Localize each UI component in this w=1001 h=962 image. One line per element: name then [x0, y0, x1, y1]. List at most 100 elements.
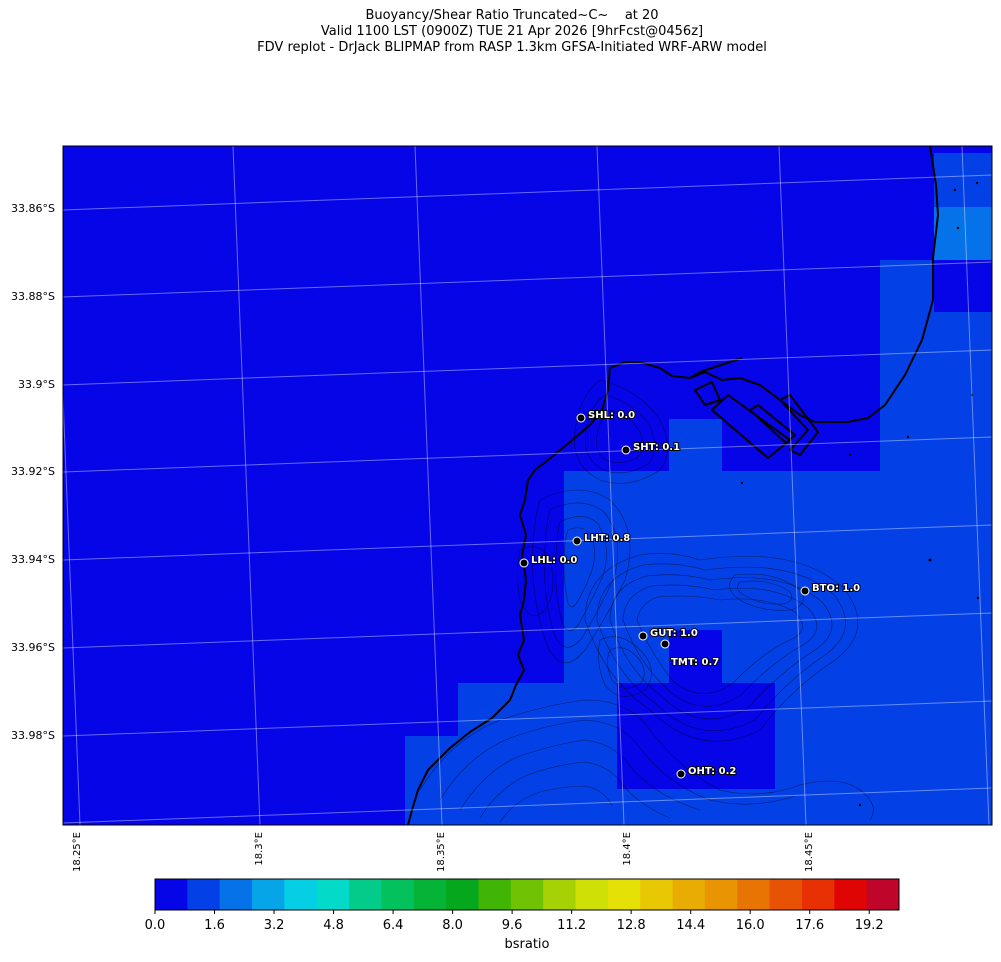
lat-label: 33.86°S: [11, 202, 55, 215]
longitude-labels: 18.25°E 18.3°E 18.35°E 18.4°E 18.45°E: [72, 832, 815, 872]
title-line-1: Buoyancy/Shear Ratio Truncated~C~ at 20: [365, 8, 659, 23]
station-marker: [519, 558, 529, 568]
colorbar-tick-label: 19.2: [855, 918, 884, 933]
station-marker: [676, 769, 686, 779]
colorbar-tick-label: 3.2: [264, 918, 285, 933]
title-line-3: FDV replot - DrJack BLIPMAP from RASP 1.…: [257, 40, 767, 55]
station-tmt[interactable]: TMT: 0.7: [660, 639, 720, 669]
colorbar-swatch: [446, 879, 479, 910]
colorbar-swatch: [381, 879, 415, 910]
stations: SHL: 0.0 SHT: 0.1 LHT: 0.8 LHL: 0.0 BTO:…: [519, 409, 861, 779]
colorbar-tick-label: 8.0: [442, 918, 463, 933]
colorbar: [154, 878, 900, 911]
colorbar-swatch: [219, 879, 253, 910]
station-label: LHL: 0.0: [531, 555, 577, 566]
title-line-2: Valid 1100 LST (0900Z) TUE 21 Apr 2026 […: [320, 24, 704, 39]
station-marker: [638, 631, 648, 641]
colorbar-swatch: [155, 879, 188, 910]
station-label: LHT: 0.8: [584, 533, 630, 544]
colorbar-swatch: [607, 879, 641, 910]
lon-label: 18.45°E: [804, 832, 815, 872]
colorbar-tick-label: 9.6: [502, 918, 523, 933]
grid-cell: [405, 736, 458, 825]
lat-label: 33.9°S: [18, 378, 55, 391]
station-shl[interactable]: SHL: 0.0: [576, 409, 636, 423]
colorbar-swatch: [866, 879, 900, 910]
station-marker: [800, 586, 810, 596]
lon-label: 18.35°E: [436, 832, 447, 872]
colorbar-swatch: [575, 879, 609, 910]
station-label: SHT: 0.1: [633, 442, 680, 453]
colorbar-tick-label: 0.0: [145, 918, 166, 933]
colorbar-swatch: [478, 879, 512, 910]
station-marker: [621, 445, 631, 455]
colorbar-frame: [154, 878, 900, 911]
colorbar-tick-label: 1.6: [204, 918, 225, 933]
station-marker: [660, 639, 670, 649]
lon-label: 18.3°E: [254, 832, 265, 866]
lon-label: 18.4°E: [622, 832, 633, 866]
latitude-labels: 33.86°S 33.88°S 33.9°S 33.92°S 33.94°S 3…: [11, 202, 55, 742]
colorbar-swatch: [316, 879, 350, 910]
station-label: TMT: 0.7: [671, 657, 719, 668]
station-oht[interactable]: OHT: 0.2: [676, 765, 737, 779]
coastal-rocks: [740, 181, 980, 807]
lat-label: 33.94°S: [11, 553, 55, 566]
colorbar-title: bsratio: [505, 937, 550, 952]
colorbar-swatch: [252, 879, 285, 910]
coastline: [407, 146, 939, 825]
station-bto[interactable]: BTO: 1.0: [800, 582, 861, 596]
colorbar-swatch: [413, 879, 447, 910]
colorbar-swatch: [284, 879, 318, 910]
station-lht[interactable]: LHT: 0.8: [572, 532, 631, 546]
colorbar-tick-label: 14.4: [676, 918, 705, 933]
colorbar-tick-label: 6.4: [383, 918, 404, 933]
terrain-contours: [419, 379, 874, 823]
colorbar-swatch: [349, 879, 382, 910]
station-marker: [572, 536, 582, 546]
colorbar-tick-label: 17.6: [795, 918, 824, 933]
colorbar-swatch: [834, 879, 868, 910]
station-marker: [576, 413, 586, 423]
grid-cell: [458, 683, 564, 825]
station-sht[interactable]: SHT: 0.1: [621, 441, 681, 455]
forecast-map[interactable]: SHL: 0.0 SHT: 0.1 LHT: 0.8 LHL: 0.0 BTO:…: [53, 146, 992, 825]
colorbar-swatch: [737, 879, 771, 910]
colorbar-swatch: [187, 879, 221, 910]
station-label: GUT: 1.0: [650, 628, 698, 639]
station-label: SHL: 0.0: [588, 410, 635, 421]
lat-label: 33.88°S: [11, 290, 55, 303]
lat-label: 33.92°S: [11, 465, 55, 478]
grid-cell: [669, 630, 722, 683]
map-title: Buoyancy/Shear Ratio Truncated~C~ at 20 …: [0, 8, 1001, 56]
forecast-grid-cells-low: [617, 260, 992, 789]
colorbar-swatch: [640, 879, 674, 910]
station-label: OHT: 0.2: [688, 766, 736, 777]
grid-cell: [934, 260, 992, 312]
colorbar-tick-label: 12.8: [617, 918, 646, 933]
lat-label: 33.98°S: [11, 729, 55, 742]
colorbar-swatch: [510, 879, 544, 910]
lat-label: 33.96°S: [11, 641, 55, 654]
station-label: BTO: 1.0: [812, 583, 860, 594]
colorbar-tick-labels: 0.0 1.6 3.2 4.8 6.4 8.0 9.6 11.2 12.8 14.4 16.0 17.…: [145, 910, 884, 933]
graticule: [63, 146, 992, 825]
station-gut[interactable]: GUT: 1.0: [638, 627, 699, 641]
colorbar-tick-label: 16.0: [736, 918, 765, 933]
colorbar-swatch: [801, 879, 835, 910]
grid-cell: [617, 683, 775, 789]
colorbar-tick-label: 4.8: [323, 918, 344, 933]
colorbar-swatch: [704, 879, 738, 910]
colorbar-swatch: [672, 879, 706, 910]
lon-label: 18.25°E: [72, 832, 83, 872]
colorbar-tick-label: 11.2: [557, 918, 586, 933]
map-frame: [62, 145, 993, 826]
colorbar-swatch: [769, 879, 803, 910]
grid-cell: [669, 419, 722, 471]
colorbar-swatch: [543, 879, 577, 910]
grid-cell: [880, 260, 992, 825]
station-lhl[interactable]: LHL: 0.0: [519, 554, 578, 568]
grid-cell-high: [934, 207, 992, 260]
forecast-grid-cells: [405, 153, 992, 825]
